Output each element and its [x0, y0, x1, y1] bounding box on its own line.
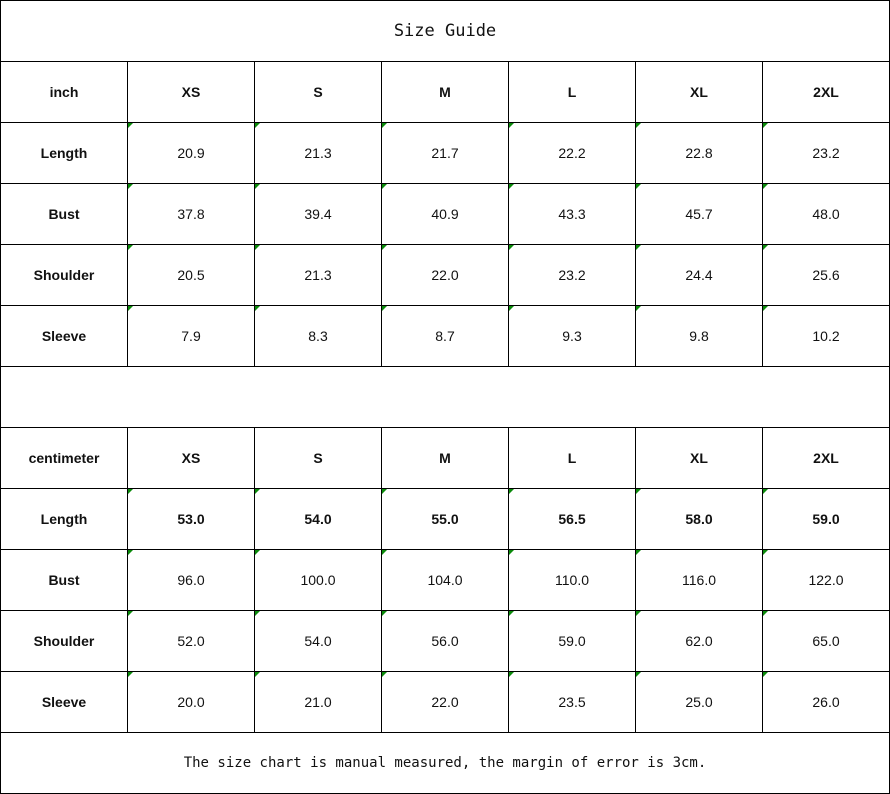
unit-header: inch [0, 61, 128, 123]
measurement-cell: 24.4 [635, 244, 763, 306]
measurement-cell: 59.0 [508, 610, 636, 672]
page-title: Size Guide [0, 0, 890, 62]
table-row: Shoulder 52.0 54.0 56.0 59.0 62.0 65.0 [0, 610, 890, 672]
measurement-cell: 104.0 [381, 549, 509, 611]
measurement-note: The size chart is manual measured, the m… [0, 732, 890, 794]
measurement-cell: 9.3 [508, 305, 636, 367]
size-header: M [381, 61, 509, 123]
measurement-cell: 56.5 [508, 488, 636, 550]
measurement-cell: 20.9 [127, 122, 255, 184]
table-row: Bust 96.0 100.0 104.0 110.0 116.0 122.0 [0, 549, 890, 611]
header-row: centimeter XS S M L XL 2XL [0, 427, 890, 489]
measurement-cell: 21.7 [381, 122, 509, 184]
measurement-cell: 23.2 [762, 122, 890, 184]
measurement-cell: 25.0 [635, 671, 763, 733]
measurement-cell: 56.0 [381, 610, 509, 672]
measurement-cell: 65.0 [762, 610, 890, 672]
measurement-cell: 26.0 [762, 671, 890, 733]
measurement-cell: 23.2 [508, 244, 636, 306]
measurement-cell: 22.8 [635, 122, 763, 184]
measurement-cell: 10.2 [762, 305, 890, 367]
measurement-cell: 54.0 [254, 488, 382, 550]
measurement-cell: 96.0 [127, 549, 255, 611]
measurement-cell: 22.2 [508, 122, 636, 184]
measurement-cell: 40.9 [381, 183, 509, 245]
row-label: Bust [0, 549, 128, 611]
measurement-cell: 25.6 [762, 244, 890, 306]
measurement-cell: 54.0 [254, 610, 382, 672]
measurement-cell: 8.7 [381, 305, 509, 367]
measurement-cell: 21.3 [254, 122, 382, 184]
measurement-cell: 43.3 [508, 183, 636, 245]
unit-header: centimeter [0, 427, 128, 489]
table-row: Sleeve 7.9 8.3 8.7 9.3 9.8 10.2 [0, 305, 890, 367]
size-header: 2XL [762, 427, 890, 489]
row-label: Shoulder [0, 244, 128, 306]
size-header: S [254, 61, 382, 123]
size-header: L [508, 427, 636, 489]
measurement-cell: 45.7 [635, 183, 763, 245]
measurement-cell: 39.4 [254, 183, 382, 245]
measurement-cell: 55.0 [381, 488, 509, 550]
measurement-cell: 23.5 [508, 671, 636, 733]
row-label: Sleeve [0, 305, 128, 367]
size-header: M [381, 427, 509, 489]
spacer-row [0, 366, 890, 428]
table-row: Length 20.9 21.3 21.7 22.2 22.8 23.2 [0, 122, 890, 184]
row-label: Sleeve [0, 671, 128, 733]
table-row: Shoulder 20.5 21.3 22.0 23.2 24.4 25.6 [0, 244, 890, 306]
measurement-cell: 37.8 [127, 183, 255, 245]
measurement-cell: 62.0 [635, 610, 763, 672]
row-label: Length [0, 122, 128, 184]
measurement-cell: 21.3 [254, 244, 382, 306]
measurement-cell: 8.3 [254, 305, 382, 367]
measurement-cell: 116.0 [635, 549, 763, 611]
header-row: inch XS S M L XL 2XL [0, 61, 890, 123]
measurement-cell: 52.0 [127, 610, 255, 672]
measurement-cell: 9.8 [635, 305, 763, 367]
measurement-cell: 48.0 [762, 183, 890, 245]
measurement-cell: 22.0 [381, 671, 509, 733]
measurement-cell: 22.0 [381, 244, 509, 306]
row-label: Shoulder [0, 610, 128, 672]
measurement-cell: 53.0 [127, 488, 255, 550]
measurement-cell: 100.0 [254, 549, 382, 611]
measurement-cell: 21.0 [254, 671, 382, 733]
size-header: XL [635, 61, 763, 123]
table-row: Length 53.0 54.0 55.0 56.5 58.0 59.0 [0, 488, 890, 550]
measurement-cell: 110.0 [508, 549, 636, 611]
measurement-cell: 58.0 [635, 488, 763, 550]
row-label: Bust [0, 183, 128, 245]
size-header: L [508, 61, 636, 123]
table-row: Sleeve 20.0 21.0 22.0 23.5 25.0 26.0 [0, 671, 890, 733]
size-header: XS [127, 427, 255, 489]
measurement-cell: 20.0 [127, 671, 255, 733]
measurement-cell: 7.9 [127, 305, 255, 367]
measurement-cell: 59.0 [762, 488, 890, 550]
size-header: XS [127, 61, 255, 123]
measurement-cell: 122.0 [762, 549, 890, 611]
size-header: 2XL [762, 61, 890, 123]
size-header: S [254, 427, 382, 489]
table-row: Bust 37.8 39.4 40.9 43.3 45.7 48.0 [0, 183, 890, 245]
row-label: Length [0, 488, 128, 550]
size-header: XL [635, 427, 763, 489]
measurement-cell: 20.5 [127, 244, 255, 306]
